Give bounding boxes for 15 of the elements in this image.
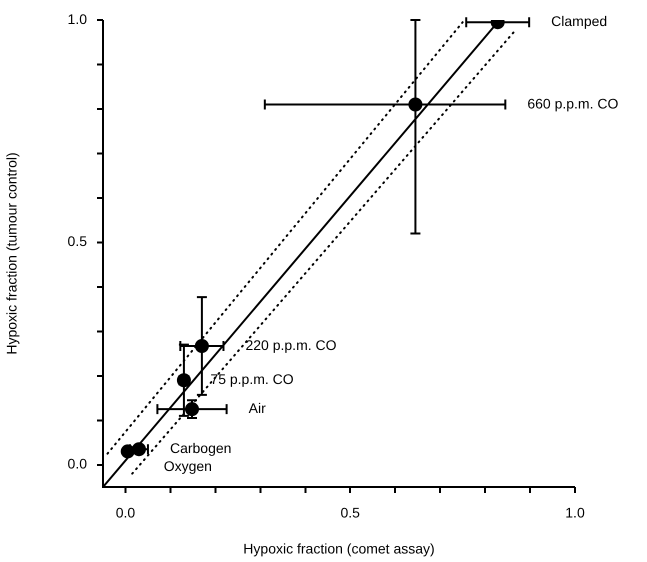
annotation: Clamped [551,13,608,30]
x-tick-label: 1.0 [565,504,585,520]
annotation: Air [248,400,266,416]
y-tick-label: 0.5 [68,233,88,250]
x-axis-title: Hypoxic fraction (comet assay) [243,540,435,556]
annotation: 660 p.p.m. CO [527,95,618,112]
annotation: 75 p.p.m. CO [210,371,294,388]
y-tick-label: 1.0 [68,10,88,27]
x-tick-label: 0.5 [340,504,360,520]
x-tick-label: 0.0 [116,504,136,520]
annotation: 220 p.p.m. CO [245,336,337,353]
annotation: Carbogen [170,440,232,456]
y-axis-title: Hypoxic fraction (tumour control) [3,152,20,355]
annotation: Oxygen [164,458,212,474]
y-tick-label: 0.0 [68,456,88,472]
